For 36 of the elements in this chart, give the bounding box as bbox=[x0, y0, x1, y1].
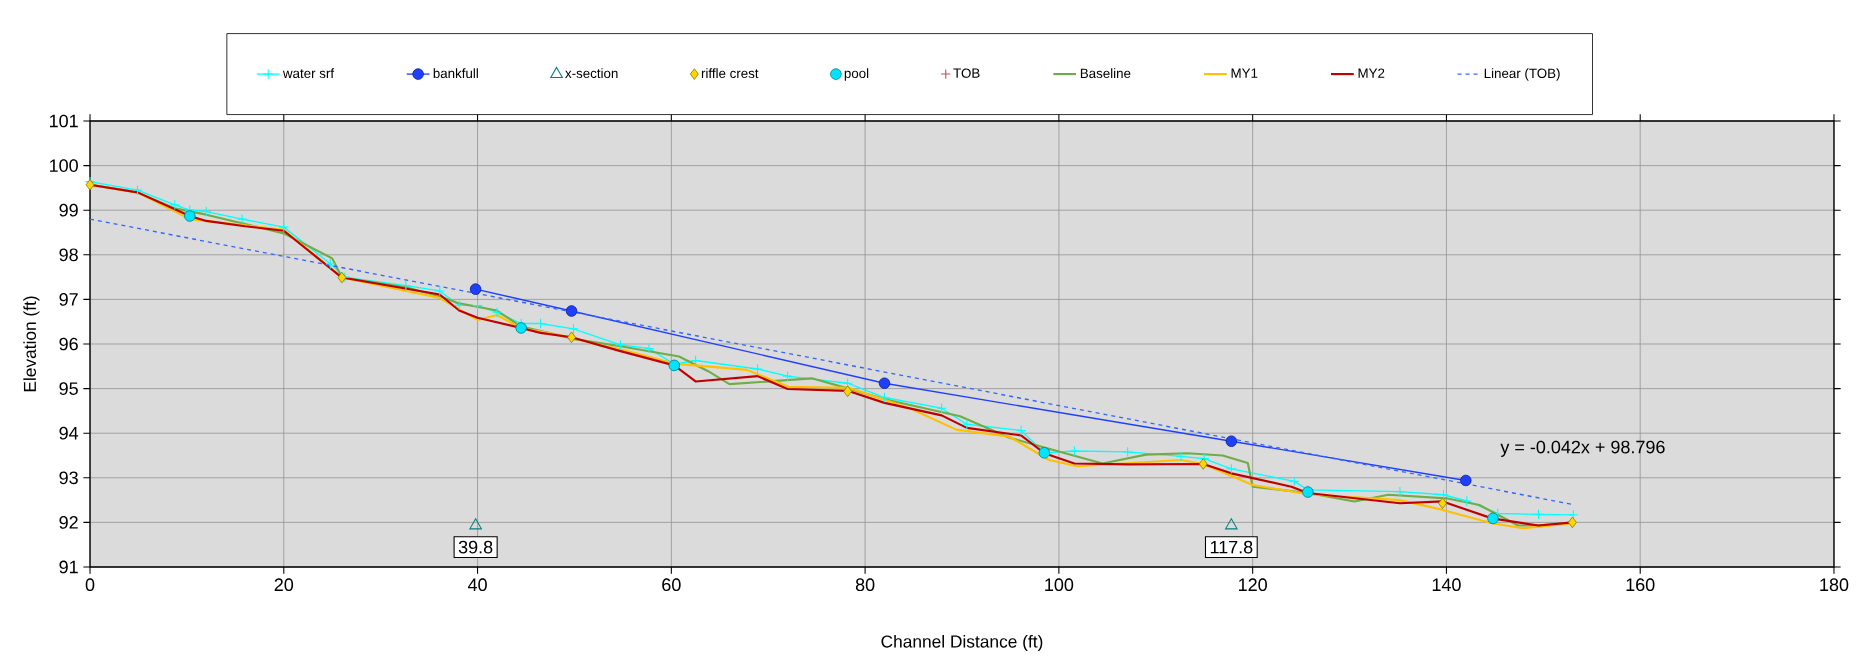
x-tick-label: 60 bbox=[662, 578, 681, 592]
x-tick-label: 120 bbox=[1239, 578, 1267, 592]
legend-label: water srf bbox=[282, 68, 335, 79]
x-tick-label: 0 bbox=[85, 578, 95, 592]
y-tick-label: 100 bbox=[49, 159, 78, 172]
x-tick-label: 180 bbox=[1820, 578, 1849, 592]
y-tick-label: 97 bbox=[59, 293, 78, 306]
legend-label: x-section bbox=[565, 68, 618, 79]
legend-label: bankfull bbox=[433, 68, 478, 79]
y-tick-label: 93 bbox=[59, 471, 78, 485]
y-tick-label: 96 bbox=[59, 337, 78, 351]
legend-label: MY1 bbox=[1231, 68, 1258, 78]
y-tick-label: 101 bbox=[49, 114, 78, 128]
y-axis-title: Elevation (ft) bbox=[23, 296, 40, 392]
x-tick-label: 140 bbox=[1432, 578, 1461, 592]
y-tick-label: 94 bbox=[59, 426, 79, 440]
legend-label: TOB bbox=[953, 68, 980, 78]
x-axis-title: Channel Distance (ft) bbox=[881, 634, 1043, 652]
legend-label: riffle crest bbox=[701, 68, 759, 79]
x-tick-label: 100 bbox=[1045, 578, 1074, 592]
annotation: y = -0.042x + 98.796 bbox=[1500, 440, 1665, 457]
y-tick-label: 99 bbox=[59, 203, 78, 217]
legend-label: Baseline bbox=[1080, 68, 1131, 79]
x-tick-label: 160 bbox=[1626, 578, 1655, 592]
x-tick-label: 80 bbox=[855, 578, 875, 592]
y-tick-label: 92 bbox=[59, 516, 78, 529]
x-tick-label: 40 bbox=[467, 578, 487, 592]
legend-label: MY2 bbox=[1358, 68, 1385, 78]
y-tick-label: 98 bbox=[59, 248, 78, 262]
annotation: 117.8 bbox=[1210, 540, 1253, 554]
x-tick-label: 20 bbox=[274, 578, 294, 592]
legend-label: pool bbox=[844, 68, 869, 81]
annotation: 39.8 bbox=[458, 540, 493, 554]
y-tick-label: 95 bbox=[59, 382, 78, 395]
y-tick-label: 91 bbox=[59, 560, 78, 574]
legend-label: Linear (TOB) bbox=[1484, 68, 1560, 81]
